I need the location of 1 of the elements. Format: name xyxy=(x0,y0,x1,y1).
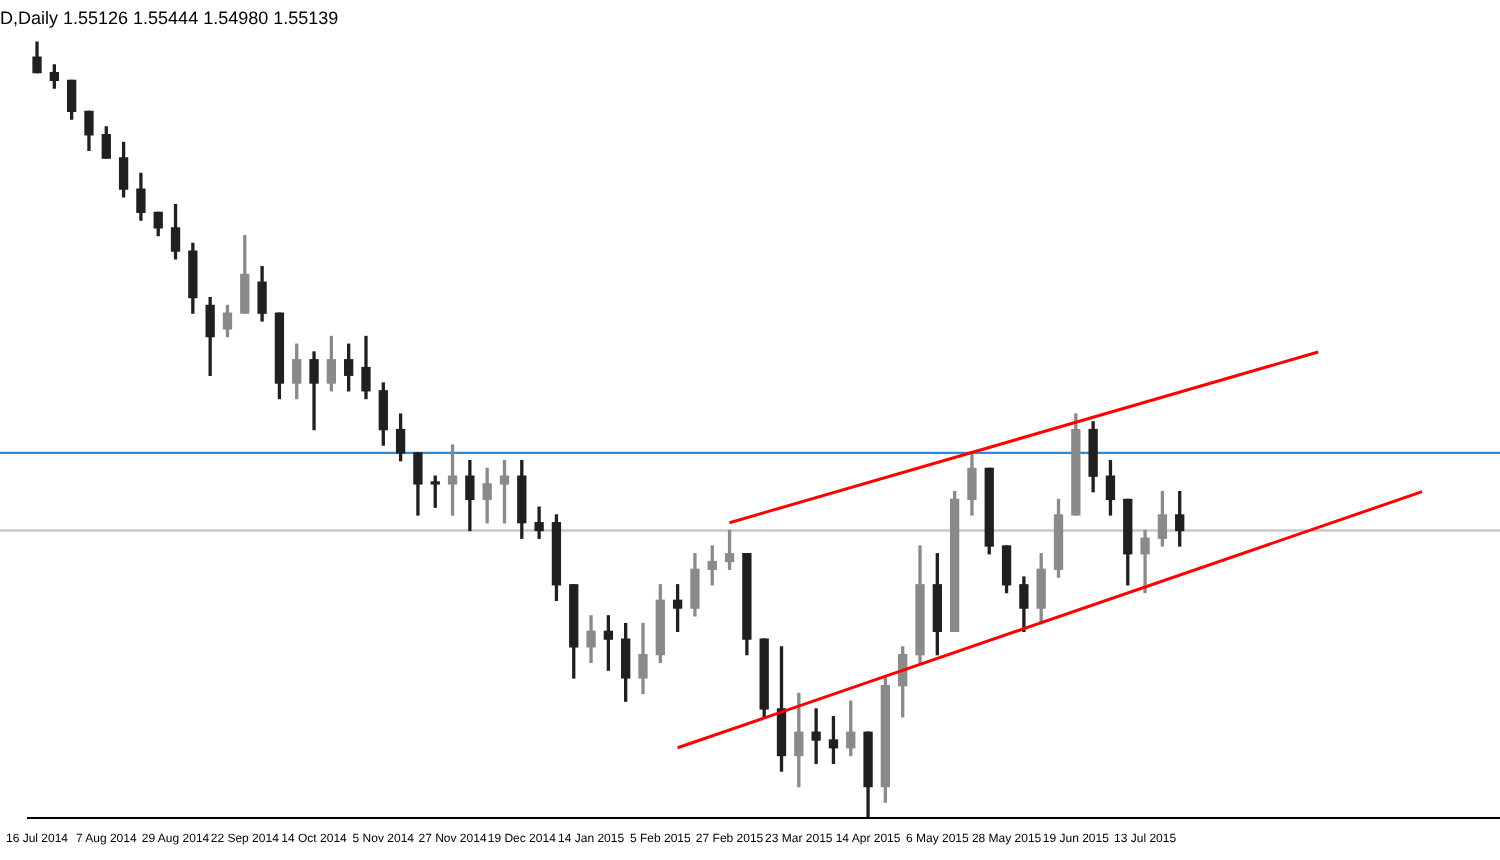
chart-title: D,Daily 1.55126 1.55444 1.54980 1.55139 xyxy=(0,7,339,28)
